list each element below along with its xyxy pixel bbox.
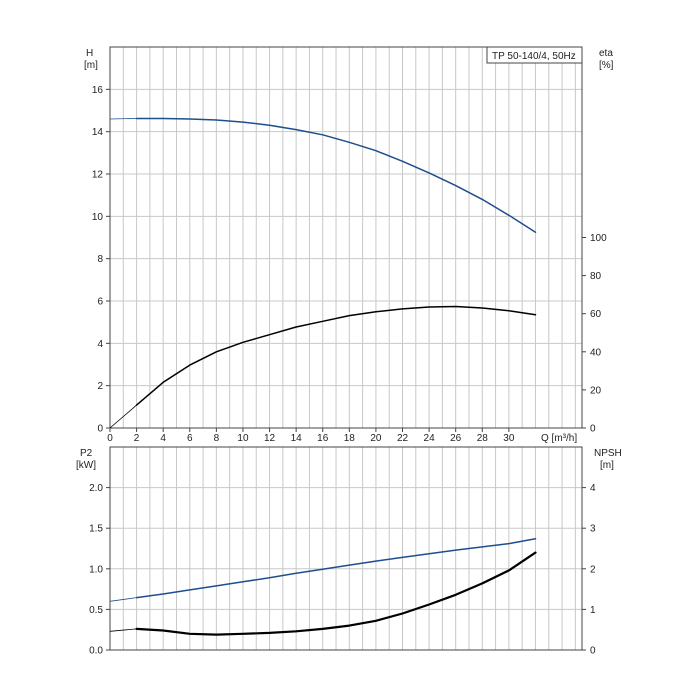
x-tick-label: 24: [424, 433, 436, 444]
x-axis-label: Q [m³/h]: [541, 433, 577, 444]
x-tick-label: 26: [450, 433, 462, 444]
top-panel-grid: [110, 47, 582, 428]
x-tick-label: 12: [264, 433, 276, 444]
bottom-left-tick-label: 1.5: [89, 524, 103, 535]
bottom-right-tick-label: 2: [590, 564, 596, 575]
top-left-tick-label: 12: [92, 170, 104, 181]
top-left-axis-unit: [m]: [84, 60, 98, 71]
bottom-right-tick-label: 0: [590, 646, 596, 657]
top-left-tick-label: 10: [92, 212, 104, 223]
top-right-tick-label: 100: [590, 233, 607, 244]
bottom-left-tick-label: 0.5: [89, 605, 103, 616]
bottom-left-tick-label: 2.0: [89, 483, 103, 494]
top-right-axis-title: eta: [599, 48, 613, 59]
top-right-axis: 0 20 40 60 80 100: [582, 233, 607, 435]
x-tick-label: 18: [344, 433, 356, 444]
bottom-right-axis: 0 1 2 3 4: [582, 483, 596, 657]
x-tick-label: 28: [477, 433, 489, 444]
top-right-tick-label: 20: [590, 385, 602, 396]
x-tick-label: 2: [134, 433, 140, 444]
top-left-tick-label: 2: [97, 381, 103, 392]
bottom-plot-frame: [109, 446, 583, 651]
x-tick-label: 14: [291, 433, 303, 444]
bottom-left-axis: 0.0 0.5 1.0 1.5 2.0: [89, 483, 110, 657]
bottom-right-tick-label: 4: [590, 483, 596, 494]
bottom-left-axis-unit: [kW]: [76, 460, 96, 471]
x-tick-label: 8: [214, 433, 220, 444]
x-tick-label: 10: [237, 433, 249, 444]
bottom-left-axis-title: P2: [80, 448, 93, 459]
top-left-axis: 0 2 4 6 8 10 12 14 16: [92, 85, 110, 435]
bottom-right-tick-label: 1: [590, 605, 596, 616]
x-tick-label: 16: [317, 433, 329, 444]
bottom-right-axis-title: NPSH: [594, 448, 622, 459]
top-series-1-lead: [109, 404, 137, 429]
top-series-1-line: [135, 305, 537, 406]
top-x-axis: 0 2 4 6 8 10 12 14 16 18 20 22 24 26 28 30: [107, 428, 515, 444]
x-tick-label: 30: [503, 433, 515, 444]
bottom-series: [109, 538, 537, 636]
legend-box: [486, 46, 583, 64]
bottom-right-axis-unit: [m]: [600, 460, 614, 471]
x-tick-label: 0: [107, 433, 113, 444]
bottom-series-1-line: [135, 551, 537, 636]
x-tick-label: 4: [160, 433, 166, 444]
bottom-series-0-lead: [109, 597, 137, 602]
top-series-0-lead: [109, 118, 137, 120]
x-tick-label: 22: [397, 433, 409, 444]
legend-text: TP 50-140/4, 50Hz: [492, 51, 576, 62]
bottom-right-tick-label: 3: [590, 524, 596, 535]
top-left-tick-label: 4: [97, 339, 103, 350]
top-series-0-line: [135, 117, 537, 233]
top-right-tick-label: 0: [590, 424, 596, 435]
bottom-series-1-lead: [109, 628, 137, 632]
top-series: [109, 117, 537, 429]
top-right-axis-unit: [%]: [599, 60, 614, 71]
top-right-tick-label: 60: [590, 309, 602, 320]
bottom-panel-grid: [110, 447, 582, 650]
top-left-tick-label: 14: [92, 127, 104, 138]
bottom-left-tick-label: 0.0: [89, 646, 103, 657]
x-tick-label: 20: [370, 433, 382, 444]
x-tick-label: 6: [187, 433, 193, 444]
top-left-tick-label: 8: [97, 254, 103, 265]
bottom-left-tick-label: 1.0: [89, 564, 103, 575]
top-right-tick-label: 80: [590, 271, 602, 282]
top-left-tick-label: 16: [92, 85, 104, 96]
top-left-tick-label: 6: [97, 297, 103, 308]
top-right-tick-label: 40: [590, 347, 602, 358]
bottom-series-0-line: [135, 538, 537, 599]
top-left-tick-label: 0: [97, 424, 103, 435]
top-left-axis-title: H: [86, 48, 93, 59]
